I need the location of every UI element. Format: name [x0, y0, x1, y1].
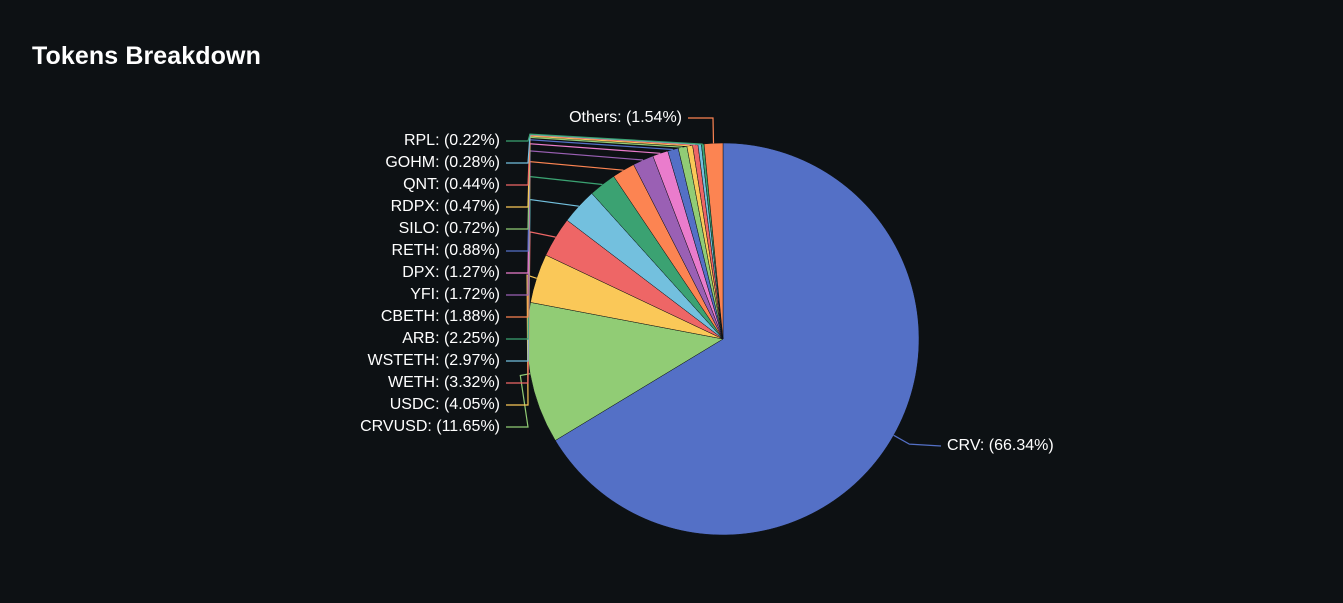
slice-label-reth: RETH: (0.88%) — [392, 242, 500, 259]
leader-line-usdc — [506, 274, 537, 406]
slice-label-rdpx: RDPX: (0.47%) — [391, 198, 500, 215]
slice-label-qnt: QNT: (0.44%) — [403, 176, 500, 193]
leader-line-qnt — [506, 134, 696, 186]
pie-slice-crv[interactable] — [554, 142, 920, 536]
slice-label-rpl: RPL: (0.22%) — [404, 132, 500, 149]
slice-labels: CRV: (66.34%) CRVUSD: (11.65%) USDC: (4.05… — [360, 109, 1054, 454]
slice-label-cbeth: CBETH: (1.88%) — [381, 308, 500, 325]
pie-slices — [526, 142, 920, 536]
slice-label-weth: WETH: (3.32%) — [388, 374, 500, 391]
slice-label-gohm: GOHM: (0.28%) — [385, 154, 500, 171]
slice-label-usdc: USDC: (4.05%) — [390, 396, 500, 413]
slice-label-silo: SILO: (0.72%) — [399, 220, 500, 237]
slice-label-yfi: YFI: (1.72%) — [410, 286, 500, 303]
leader-line-rpl — [506, 133, 703, 145]
pie-slice-others[interactable] — [703, 142, 724, 340]
slice-label-arb: ARB: (2.25%) — [402, 330, 500, 347]
slice-label-crvusd: CRVUSD: (11.65%) — [360, 418, 500, 435]
leader-line-crv — [893, 434, 942, 447]
slice-label-crv: CRV: (66.34%) — [947, 437, 1054, 454]
leader-line-others — [688, 117, 715, 144]
chart-title: Tokens Breakdown — [32, 42, 261, 70]
slice-label-wsteth: WSTETH: (2.97%) — [368, 352, 500, 369]
leader-line-crvusd — [506, 373, 531, 428]
label-leader-lines — [506, 117, 942, 447]
slice-label-dpx: DPX: (1.27%) — [402, 264, 500, 281]
slice-label-others: Others: (1.54%) — [569, 109, 682, 126]
